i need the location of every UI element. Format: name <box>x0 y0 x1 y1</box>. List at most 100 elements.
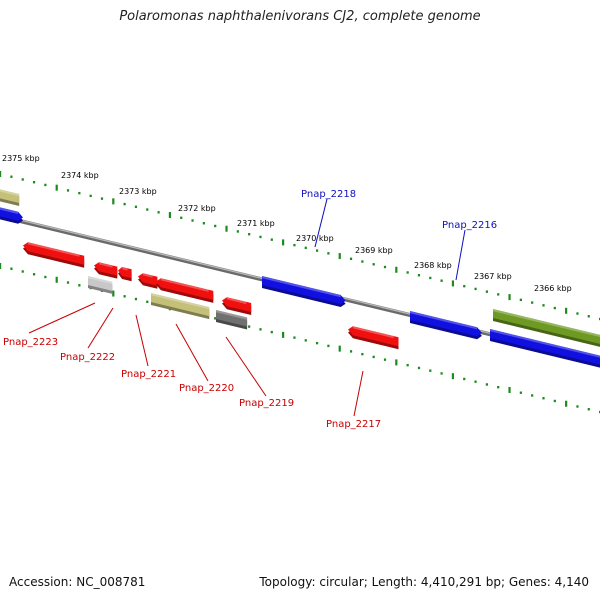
minor-tick <box>123 202 126 206</box>
gene-highlight <box>352 326 394 339</box>
minor-tick <box>463 377 466 381</box>
minor-tick <box>372 263 375 266</box>
minor-tick <box>304 246 307 250</box>
scale-label: 2375 kbp <box>2 154 40 163</box>
gene-highlight <box>151 293 210 310</box>
map-title: Polaromonas naphthalenivorans CJ2, compl… <box>119 9 481 24</box>
minor-tick <box>553 399 556 403</box>
gene-highlight <box>262 276 341 298</box>
minor-tick <box>463 284 466 288</box>
minor-tick <box>417 274 421 277</box>
minor-tick <box>89 194 92 198</box>
major-tick <box>338 345 341 352</box>
gene-highlight <box>410 311 478 330</box>
gene-body <box>216 310 248 327</box>
gene-top-strand <box>410 311 482 340</box>
minor-tick <box>349 257 353 261</box>
label-leader-line <box>455 229 466 281</box>
label-leader-line <box>225 336 267 397</box>
gene-body <box>348 326 399 347</box>
gene-body <box>88 276 113 291</box>
minor-tick <box>372 355 375 359</box>
minor-tick <box>383 358 387 361</box>
minor-tick <box>21 178 24 181</box>
gene-highlight <box>226 297 247 305</box>
minor-tick <box>32 273 36 276</box>
major-tick <box>565 400 568 407</box>
minor-tick <box>429 276 432 280</box>
gene-bottom-strand <box>216 310 248 330</box>
gene-highlight <box>490 329 600 358</box>
minor-tick <box>417 366 421 370</box>
major-tick <box>0 171 2 177</box>
minor-tick <box>349 350 353 353</box>
gene-label: Pnap_2220 <box>179 383 234 394</box>
label-leader-line <box>28 302 96 334</box>
gene-bottom-strand <box>490 329 600 368</box>
major-tick <box>338 253 341 260</box>
gene-highlight <box>27 242 80 257</box>
major-tick <box>282 331 285 338</box>
scale-label: 2374 kbp <box>61 171 99 180</box>
major-tick <box>451 280 455 287</box>
scale-label: 2370 kbp <box>296 234 334 243</box>
minor-tick <box>406 271 409 274</box>
minor-tick <box>78 284 81 287</box>
major-tick <box>508 294 511 301</box>
minor-tick <box>248 325 251 328</box>
scale-label: 2368 kbp <box>414 261 452 270</box>
minor-tick <box>270 330 273 334</box>
minor-tick <box>214 224 217 228</box>
major-tick <box>565 307 568 314</box>
major-tick <box>395 266 398 273</box>
minor-tick <box>406 363 409 367</box>
minor-tick <box>304 339 307 342</box>
gene-bottom-strand <box>222 297 252 315</box>
minor-tick <box>576 312 579 315</box>
gene-top-strand <box>0 189 20 206</box>
minor-tick <box>519 391 522 394</box>
major-tick <box>112 198 115 205</box>
minor-tick <box>202 222 205 225</box>
gene-features <box>0 189 600 368</box>
label-leader-line <box>175 323 209 382</box>
minor-tick <box>587 408 590 411</box>
minor-tick <box>10 175 13 178</box>
gene-top-strand <box>493 309 600 347</box>
label-leader-line <box>87 307 114 349</box>
minor-tick <box>361 352 364 356</box>
minor-tick <box>497 293 500 296</box>
gene-label: Pnap_2221 <box>121 369 176 380</box>
minor-tick <box>429 369 432 372</box>
scale-label: 2367 kbp <box>474 272 512 281</box>
gene-bottom-strand <box>94 262 118 279</box>
gene-highlight <box>160 278 209 292</box>
major-tick <box>112 290 115 297</box>
scale-label: 2369 kbp <box>355 246 393 255</box>
gene-label: Pnap_2218 <box>301 189 356 200</box>
minor-tick <box>497 386 500 389</box>
minor-tick <box>315 249 319 252</box>
minor-tick <box>440 279 443 282</box>
gene-highlight <box>0 207 19 214</box>
gene-highlight <box>493 309 600 338</box>
minor-tick <box>553 306 556 310</box>
major-tick <box>55 276 58 283</box>
minor-tick <box>259 328 262 331</box>
minor-tick <box>531 394 534 397</box>
major-tick <box>0 263 2 269</box>
minor-tick <box>383 265 387 269</box>
minor-tick <box>146 208 149 211</box>
minor-tick <box>32 181 36 184</box>
accession-text: Accession: NC_008781 <box>9 575 146 589</box>
gene-body <box>23 242 85 265</box>
minor-tick <box>270 238 273 241</box>
major-tick <box>225 225 228 232</box>
scale-label: 2373 kbp <box>119 187 157 196</box>
minor-tick <box>44 183 47 187</box>
major-tick <box>508 386 511 393</box>
minor-tick <box>146 300 149 304</box>
label-leader-line <box>353 370 364 417</box>
gene-body <box>222 297 252 312</box>
